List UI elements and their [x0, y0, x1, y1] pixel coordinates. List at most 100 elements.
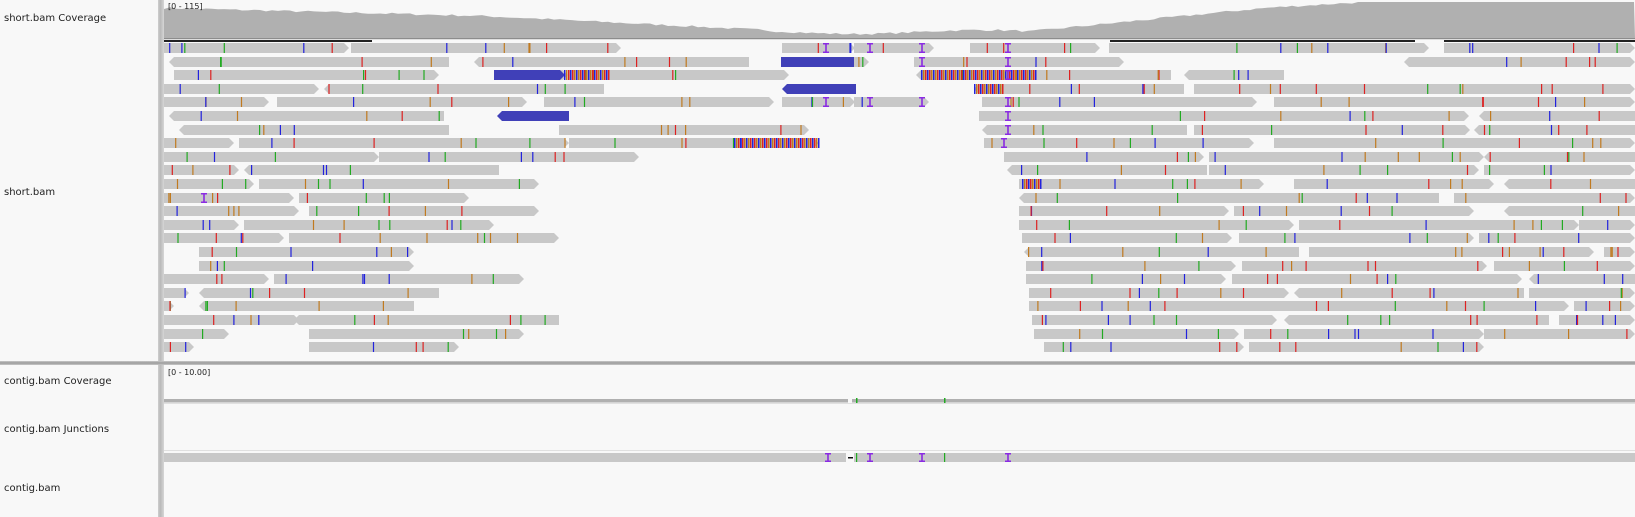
mismatch: [1401, 125, 1403, 135]
mismatch: [945, 70, 947, 80]
mismatch: [422, 342, 424, 352]
read: [854, 97, 929, 107]
softclip-segment: [781, 57, 854, 67]
mismatch: [235, 301, 237, 311]
mismatch: [430, 57, 432, 67]
mismatch: [169, 342, 171, 352]
mismatch: [1327, 43, 1329, 53]
mismatch: [744, 138, 746, 148]
track-name-contig-junctions[interactable]: contig.bam Junctions: [4, 424, 110, 435]
read: [199, 301, 414, 311]
mismatch: [1242, 288, 1245, 298]
mismatch: [362, 84, 364, 94]
read: [559, 125, 809, 135]
track-name-contig-alignments[interactable]: contig.bam: [4, 483, 61, 494]
mismatch: [1238, 70, 1240, 80]
mismatch: [1428, 179, 1430, 189]
read: [1019, 206, 1229, 216]
mismatch: [935, 70, 937, 80]
name-panel-divider[interactable]: [158, 0, 164, 517]
mismatch: [1294, 233, 1296, 243]
read: [1414, 84, 1635, 94]
mismatch: [580, 70, 582, 80]
mismatch: [1466, 233, 1468, 243]
contig-bam-data-panel[interactable]: [0 - 10.00]: [164, 365, 1635, 517]
read: [1234, 206, 1474, 216]
insertion-marker: [1005, 65, 1011, 67]
mismatch: [1365, 125, 1367, 135]
mismatch: [407, 288, 409, 298]
mismatch: [1298, 193, 1300, 203]
track-name-short-coverage[interactable]: short.bam Coverage: [4, 13, 107, 24]
mismatch: [856, 453, 858, 462]
mismatch: [1540, 220, 1542, 230]
mismatch: [772, 138, 774, 148]
mismatch: [1563, 247, 1565, 257]
track-name-short-alignments[interactable]: short.bam: [4, 187, 56, 198]
insertion-marker: [1007, 453, 1009, 462]
mismatch: [1012, 97, 1014, 107]
contig-bam-track-canvas[interactable]: [164, 365, 1635, 517]
mismatch: [1618, 206, 1620, 216]
mismatch: [971, 70, 973, 80]
mismatch: [447, 342, 449, 352]
mismatch: [528, 43, 530, 53]
mismatch: [529, 138, 531, 148]
mismatch: [804, 138, 806, 148]
read: [164, 179, 254, 189]
short-bam-track-canvas[interactable]: [164, 0, 1635, 361]
read: [164, 138, 234, 148]
track-name-contig-coverage[interactable]: contig.bam Coverage: [4, 376, 112, 387]
mismatch: [168, 193, 170, 203]
insertion-marker: [823, 43, 829, 45]
mismatch: [361, 57, 363, 67]
mismatch: [1483, 125, 1486, 135]
mismatch: [732, 138, 735, 148]
mismatch: [505, 329, 507, 339]
short-bam-data-panel[interactable]: [0 - 115]: [164, 0, 1635, 361]
mismatch: [1036, 220, 1038, 230]
read: [199, 247, 414, 257]
mismatch: [209, 220, 211, 230]
read: [164, 315, 299, 325]
insertion-marker: [1007, 97, 1009, 107]
mismatch: [959, 70, 961, 80]
mismatch: [1204, 111, 1206, 121]
mismatch: [1059, 97, 1061, 107]
mismatch: [1349, 111, 1351, 121]
mismatch: [997, 70, 999, 80]
insertion-marker: [919, 65, 925, 67]
mismatch: [215, 233, 217, 243]
mismatch: [349, 165, 351, 175]
mismatch: [169, 301, 171, 311]
insertion-marker: [869, 453, 871, 462]
mismatch: [1113, 138, 1115, 148]
mismatch: [251, 165, 253, 175]
mismatch: [667, 125, 669, 135]
mismatch: [303, 288, 306, 298]
mismatch: [1589, 179, 1592, 189]
mismatch: [1592, 138, 1594, 148]
mismatch: [1064, 43, 1066, 53]
mismatch: [1271, 125, 1273, 135]
mismatch: [681, 138, 683, 148]
mismatch: [1149, 301, 1151, 311]
mismatch: [685, 138, 687, 148]
mismatch: [1561, 220, 1563, 230]
mismatch: [969, 70, 971, 80]
mismatch: [1028, 247, 1030, 257]
mismatch: [258, 315, 260, 325]
mismatch: [1042, 125, 1044, 135]
mismatch: [588, 70, 590, 80]
mismatch: [1610, 247, 1612, 257]
mismatch: [1219, 342, 1221, 352]
mismatch: [764, 138, 766, 148]
mismatch: [1002, 84, 1004, 94]
mismatch: [388, 193, 390, 203]
mismatch: [1106, 206, 1108, 216]
mismatch: [1594, 57, 1596, 67]
insertion-marker: [919, 460, 925, 462]
panel-divider[interactable]: [0, 361, 1635, 365]
mismatch: [546, 43, 548, 53]
read: [164, 193, 294, 203]
